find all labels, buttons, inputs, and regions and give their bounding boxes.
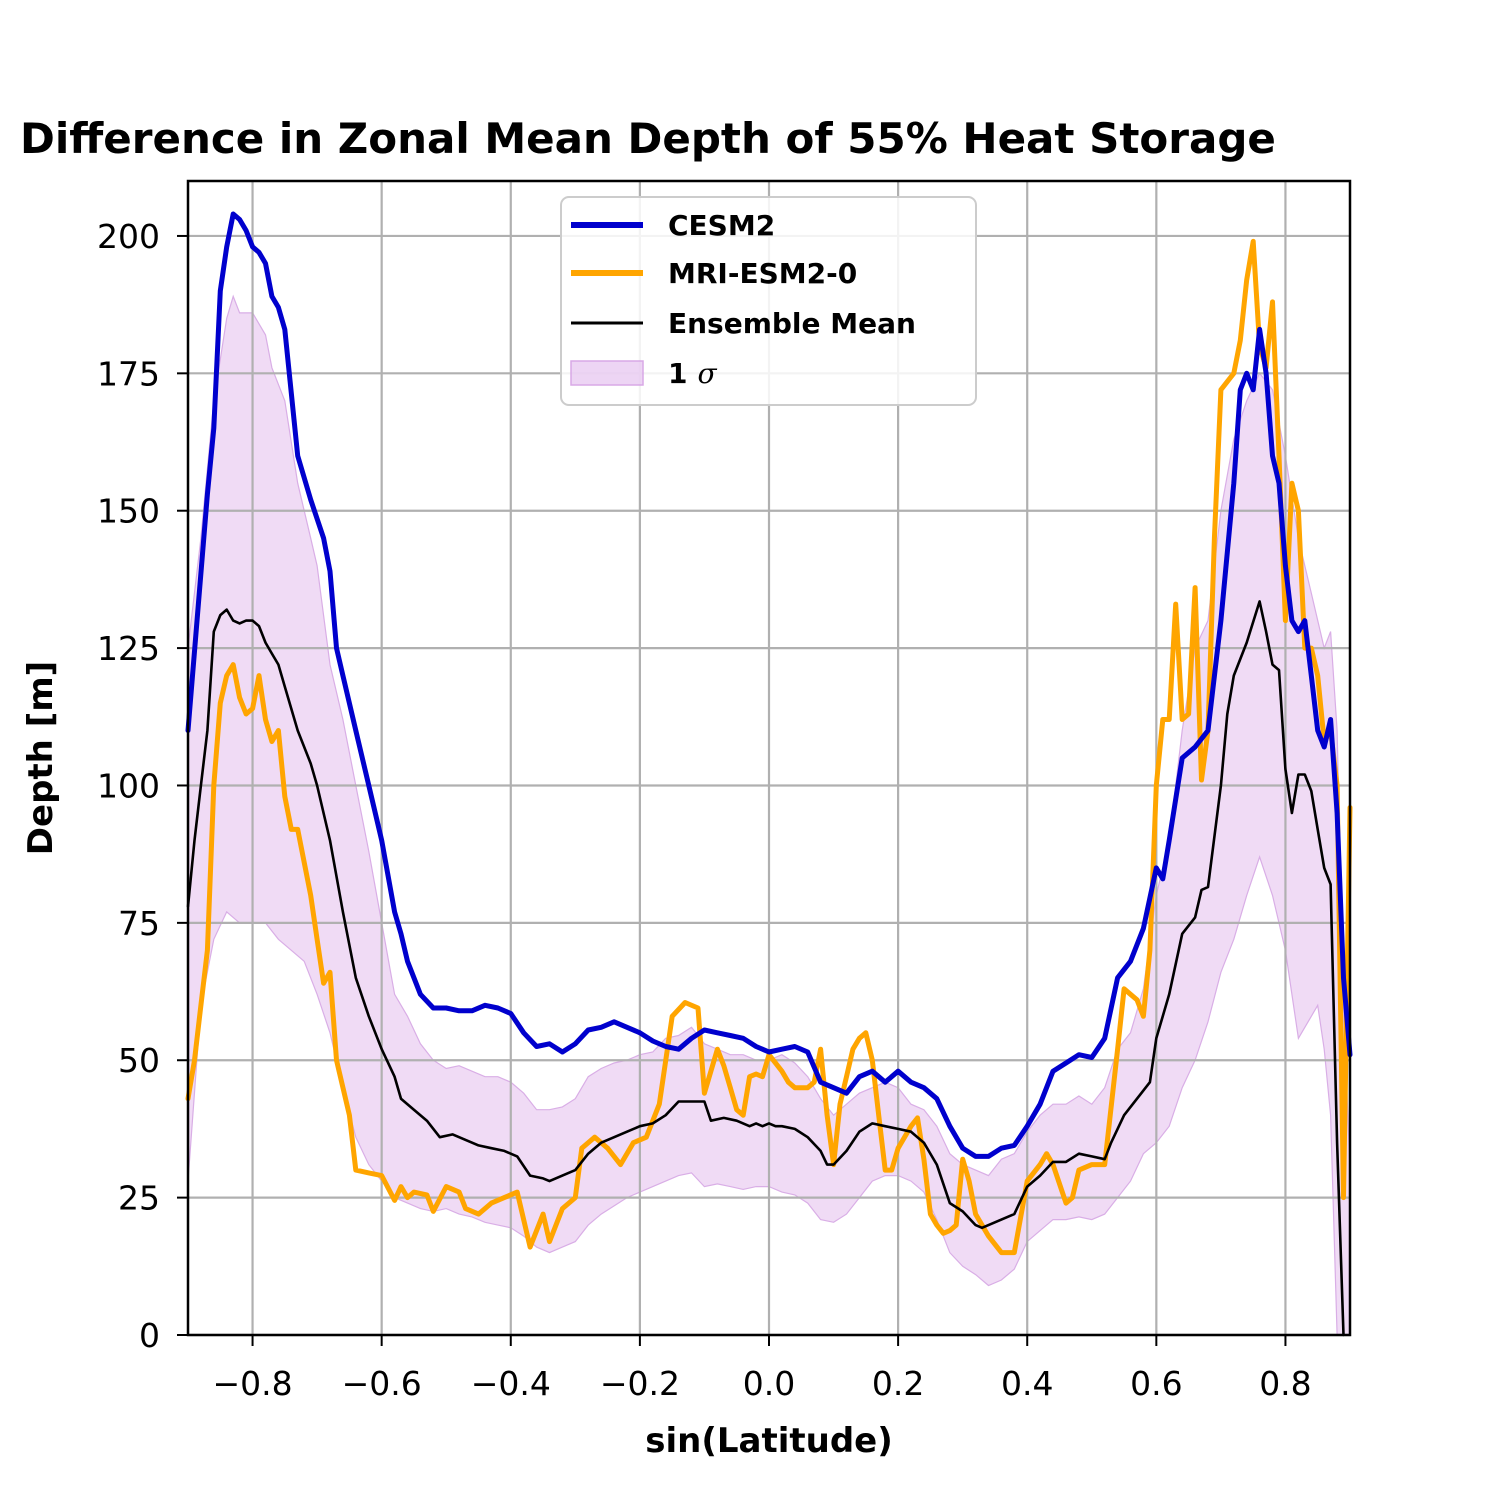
series-line-mri-esm2-0 [185,238,1353,1256]
y-tick-label-0: 0 [139,1316,160,1355]
x-tick-label-8: 0.8 [1259,1364,1311,1403]
x-axis-ticks: −0.8 −0.6 −0.4 −0.2 0.0 0.2 0.4 0.6 0.8 [212,1335,1312,1403]
series-line-ensemble-mean [186,600,1345,1337]
x-tick-label-1: −0.6 [342,1364,422,1403]
x-axis-label: sin(Latitude) [645,1421,893,1461]
y-tick-label-8: 200 [97,217,160,256]
x-tick-label-0: −0.8 [212,1364,292,1403]
legend-swatch-sigma [570,360,644,386]
legend-label-mri: MRI-ESM2-0 [668,257,857,290]
legend-label-sigma-main: 1 [668,357,687,390]
legend-label-cesm2: CESM2 [668,209,775,242]
x-tick-label-6: 0.4 [1001,1364,1053,1403]
x-tick-label-5: 0.2 [872,1364,924,1403]
x-tick-label-7: 0.6 [1130,1364,1182,1403]
y-axis-label: Depth [m] [21,661,61,855]
x-tick-label-2: −0.4 [471,1364,551,1403]
legend-label-ensemble-mean: Ensemble Mean [668,307,916,340]
y-axis-ticks: 0 25 50 75 100 125 150 175 200 [97,217,188,1355]
y-tick-label-7: 175 [97,354,160,393]
y-tick-label-4: 100 [97,766,160,805]
series-layer [185,211,1353,1337]
x-tick-label-3: −0.2 [600,1364,680,1403]
y-tick-label-6: 150 [97,492,160,531]
y-tick-label-1: 25 [118,1179,160,1218]
y-tick-label-5: 125 [97,629,160,668]
legend-label-sigma-symbol: σ [697,357,717,390]
chart-title: Difference in Zonal Mean Depth of 55% He… [20,114,1276,163]
y-tick-label-3: 75 [118,904,160,943]
x-tick-label-4: 0.0 [743,1364,795,1403]
legend-box [560,196,977,406]
y-tick-label-2: 50 [118,1041,160,1080]
series-line-cesm2 [185,211,1353,1159]
